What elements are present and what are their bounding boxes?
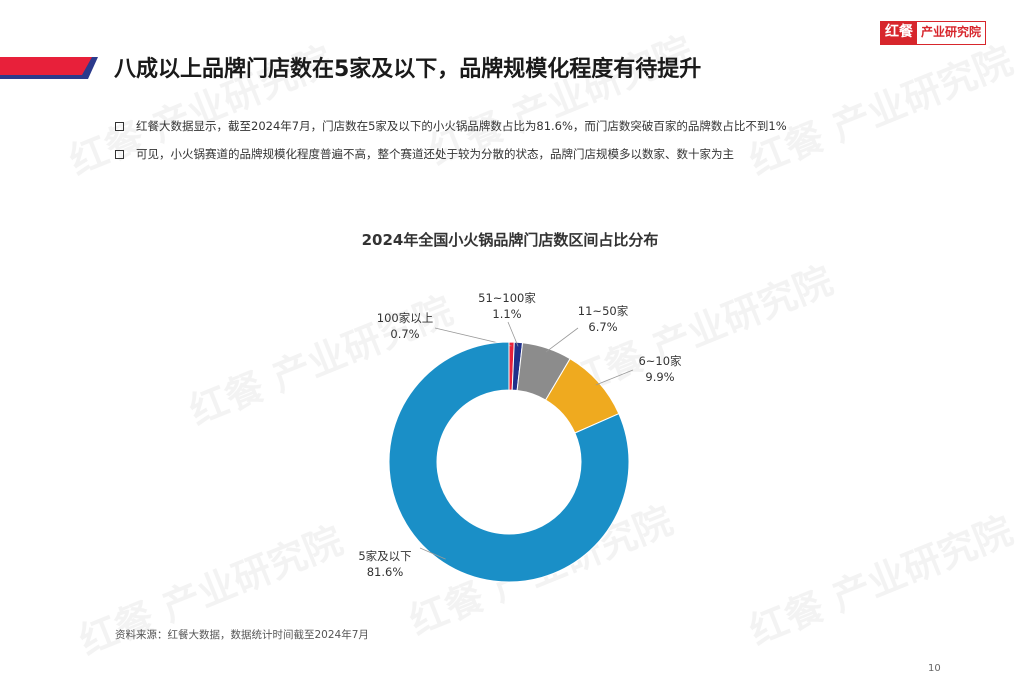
donut-slice xyxy=(388,341,630,583)
square-bullet-icon xyxy=(115,149,124,159)
slice-value-label: 0.7% xyxy=(390,327,419,341)
slice-value-label: 6.7% xyxy=(588,320,617,334)
leader-line xyxy=(507,321,519,347)
brand-logo: 红餐 产业研究院 xyxy=(880,21,987,45)
title-decoration xyxy=(0,57,98,79)
square-bullet-icon xyxy=(115,121,124,131)
slice-value-label: 9.9% xyxy=(645,370,674,384)
leader-line xyxy=(545,327,579,353)
bullet-text: 红餐大数据显示，截至2024年7月，门店数在5家及以下的小火锅品牌数占比为81.… xyxy=(136,119,787,133)
chart-title: 2024年全国小火锅品牌门店数区间占比分布 xyxy=(361,231,659,249)
slice-label: 11~50家 xyxy=(578,304,629,318)
bullet-text: 可见，小火锅赛道的品牌规模化程度普遍不高，整个赛道还处于较为分散的状态，品牌门店… xyxy=(136,147,734,161)
source-note: 资料来源：红餐大数据，数据统计时间截至2024年7月 xyxy=(115,629,369,641)
slice-label: 51~100家 xyxy=(478,291,536,305)
slice-label: 6~10家 xyxy=(638,354,682,368)
leader-line xyxy=(595,369,634,386)
logo-text: 产业研究院 xyxy=(917,22,986,44)
logo-mark: 红餐 xyxy=(881,22,917,44)
bullet-list: 红餐大数据显示，截至2024年7月，门店数在5家及以下的小火锅品牌数占比为81.… xyxy=(115,117,787,173)
slice-label: 5家及以下 xyxy=(358,549,411,563)
slice-label: 100家以上 xyxy=(377,311,433,325)
page-number: 10 xyxy=(928,663,941,674)
slice-value-label: 81.6% xyxy=(367,565,404,579)
leader-line xyxy=(419,547,446,560)
page-title: 八成以上品牌门店数在5家及以下，品牌规模化程度有待提升 xyxy=(114,57,702,82)
bullet-item: 红餐大数据显示，截至2024年7月，门店数在5家及以下的小火锅品牌数占比为81.… xyxy=(115,117,787,135)
slice-value-label: 1.1% xyxy=(492,307,521,321)
bullet-item: 可见，小火锅赛道的品牌规模化程度普遍不高，整个赛道还处于较为分散的状态，品牌门店… xyxy=(115,145,787,163)
